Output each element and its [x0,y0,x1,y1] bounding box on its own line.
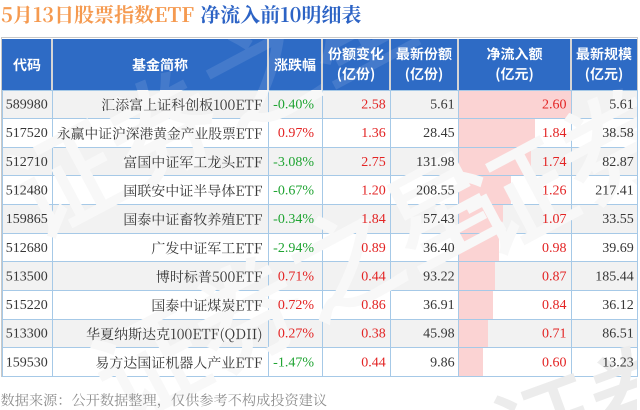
svg-text:45.98: 45.98 [423,327,455,342]
svg-text:-1.47%: -1.47% [273,355,314,370]
svg-text:86.51: 86.51 [602,327,634,342]
svg-text:1.84: 1.84 [542,126,567,141]
svg-text:5.61: 5.61 [430,98,455,113]
svg-text:0.44: 0.44 [361,269,386,284]
svg-text:2.60: 2.60 [542,98,567,113]
svg-text:0.86: 0.86 [361,298,386,313]
svg-text:159530: 159530 [6,355,48,370]
svg-text:131.98: 131.98 [416,155,455,170]
svg-text:-0.40%: -0.40% [273,98,314,113]
svg-text:33.55: 33.55 [602,212,634,227]
svg-text:13.23: 13.23 [602,355,634,370]
svg-text:513300: 513300 [6,327,48,342]
svg-text:2.58: 2.58 [361,98,386,113]
svg-text:36.40: 36.40 [423,241,455,256]
svg-text:513500: 513500 [6,269,48,284]
svg-text:517520: 517520 [6,126,48,141]
svg-text:-0.67%: -0.67% [273,184,314,199]
svg-text:-0.34%: -0.34% [273,212,314,227]
svg-text:0.98: 0.98 [542,241,567,256]
svg-text:36.12: 36.12 [602,298,634,313]
svg-text:159865: 159865 [6,212,48,227]
svg-text:185.44: 185.44 [595,269,634,284]
svg-text:0.89: 0.89 [361,241,386,256]
svg-text:1.07: 1.07 [542,212,567,227]
svg-text:39.69: 39.69 [602,241,634,256]
svg-text:57.43: 57.43 [423,212,455,227]
svg-text:5.61: 5.61 [609,98,634,113]
svg-text:36.91: 36.91 [423,298,455,313]
svg-text:512680: 512680 [6,241,48,256]
svg-text:512710: 512710 [6,155,48,170]
svg-text:82.87: 82.87 [602,155,634,170]
svg-text:38.58: 38.58 [602,126,634,141]
svg-text:28.45: 28.45 [423,126,455,141]
svg-text:-3.08%: -3.08% [273,155,314,170]
svg-text:1.36: 1.36 [361,126,386,141]
svg-text:1.20: 1.20 [361,184,386,199]
svg-text:1.74: 1.74 [542,155,567,170]
svg-text:93.22: 93.22 [423,269,455,284]
svg-text:0.27%: 0.27% [278,327,315,342]
svg-text:0.84: 0.84 [542,298,567,313]
svg-text:0.71%: 0.71% [278,269,315,284]
svg-text:9.86: 9.86 [430,355,455,370]
svg-text:0.60: 0.60 [542,355,567,370]
svg-text:217.41: 217.41 [595,184,634,199]
svg-text:208.55: 208.55 [416,184,455,199]
svg-text:-2.94%: -2.94% [273,241,314,256]
svg-text:1.26: 1.26 [542,184,567,199]
svg-text:2.75: 2.75 [361,155,386,170]
svg-text:515220: 515220 [6,298,48,313]
svg-text:0.72%: 0.72% [278,298,315,313]
svg-text:0.44: 0.44 [361,355,386,370]
svg-text:0.97%: 0.97% [278,126,315,141]
svg-text:0.38: 0.38 [361,327,386,342]
svg-text:1.84: 1.84 [361,212,386,227]
svg-text:512480: 512480 [6,184,48,199]
svg-text:0.87: 0.87 [542,269,567,284]
svg-text:589980: 589980 [6,98,48,113]
svg-text:0.71: 0.71 [542,327,567,342]
